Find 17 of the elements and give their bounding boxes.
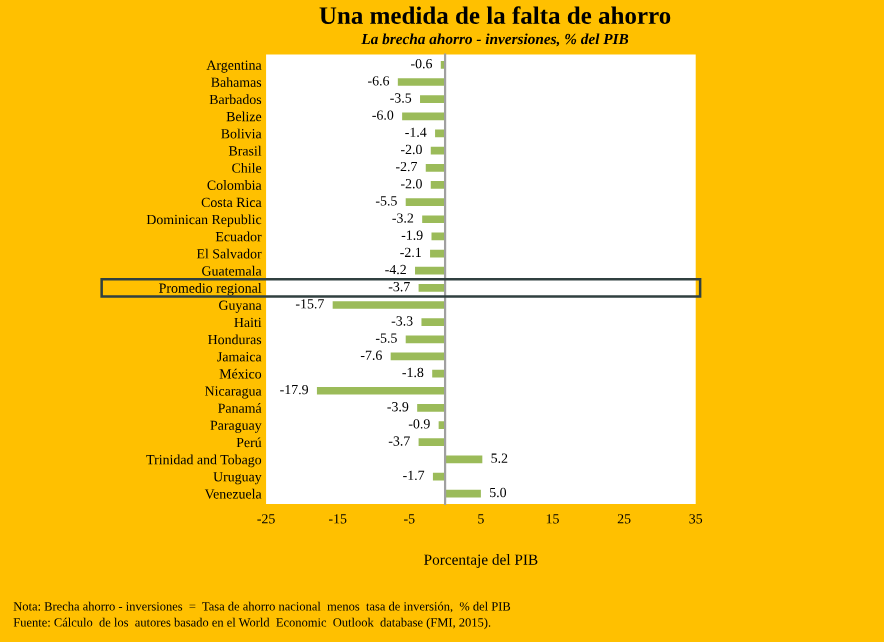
bar xyxy=(332,301,446,309)
bar xyxy=(316,386,446,395)
bar xyxy=(405,335,446,344)
bar xyxy=(417,404,446,412)
chart-title: Una medida de la falta de ahorro xyxy=(319,6,671,25)
bar xyxy=(415,266,446,275)
bar xyxy=(445,489,481,498)
bar xyxy=(425,163,446,172)
bar xyxy=(405,198,446,206)
bar xyxy=(420,95,446,104)
bar xyxy=(422,215,446,224)
bar xyxy=(397,78,446,86)
bar xyxy=(402,112,446,121)
bar xyxy=(430,181,446,189)
bar xyxy=(418,283,446,292)
bar xyxy=(421,318,446,327)
bar xyxy=(418,438,446,447)
